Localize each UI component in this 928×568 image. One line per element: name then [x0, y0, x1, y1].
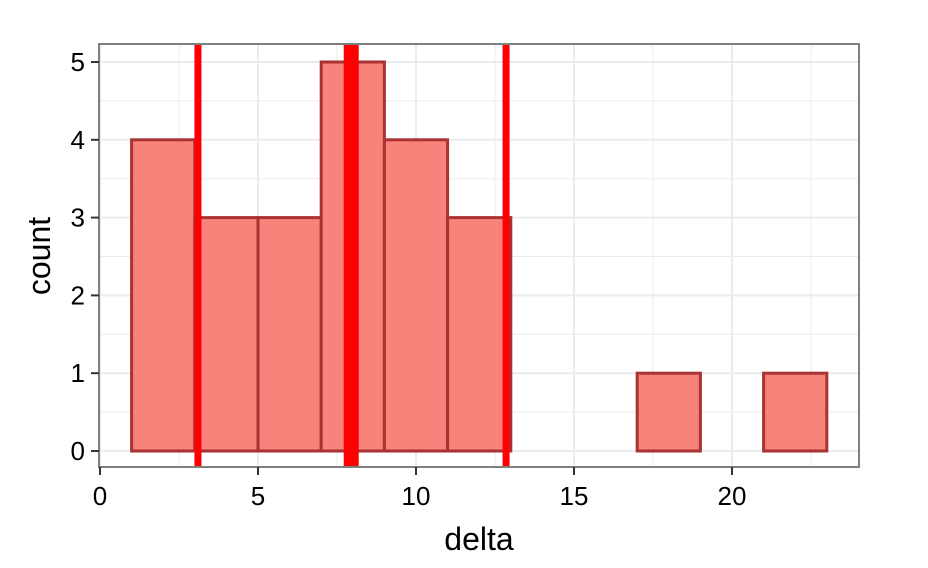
y-tick-label: 4 [71, 125, 85, 155]
x-axis-title: delta [444, 521, 514, 557]
x-tick-label: 5 [251, 481, 265, 511]
x-tick-label: 15 [560, 481, 589, 511]
y-tick-label: 2 [71, 280, 85, 310]
histogram-bar [446, 216, 513, 453]
histogram-bar [382, 138, 450, 453]
histogram-bar [256, 216, 323, 453]
x-axis: 0 5 10 15 20 [93, 467, 747, 511]
histogram-bar [193, 216, 260, 453]
y-tick-label: 0 [71, 436, 85, 466]
y-tick-label: 1 [71, 358, 85, 388]
histogram-bar [130, 138, 197, 453]
x-tick-label: 10 [402, 481, 431, 511]
y-tick-label: 3 [71, 203, 85, 233]
y-tick-label: 5 [71, 47, 85, 77]
panel-border [98, 43, 860, 468]
y-axis-title: count [21, 217, 57, 295]
x-tick-label: 0 [93, 481, 107, 511]
reference-lines [194, 44, 510, 467]
histogram-bar [762, 371, 829, 453]
histogram-bar [635, 371, 702, 453]
y-axis: 0 1 2 3 4 5 [71, 47, 99, 466]
x-tick-label: 20 [718, 481, 747, 511]
